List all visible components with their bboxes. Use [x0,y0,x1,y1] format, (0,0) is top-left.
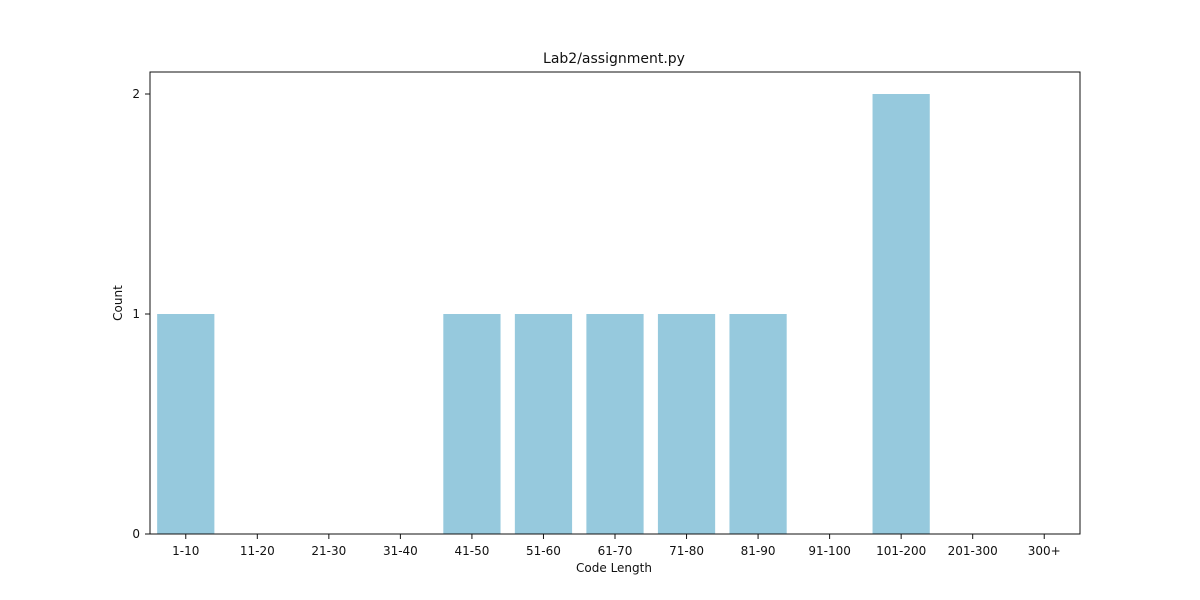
bar-51-60 [514,314,573,534]
x-tick-label: 300+ [1028,544,1061,558]
bar-41-50 [443,314,501,534]
y-axis-label: Count [111,285,125,321]
x-tick-label: 61-70 [598,544,633,558]
x-tick-label: 31-40 [383,544,418,558]
bar-71-80 [657,314,716,534]
x-tick-label: 71-80 [669,544,704,558]
x-tick-label: 51-60 [526,544,561,558]
x-tick-label: 41-50 [454,544,489,558]
x-tick-label: 81-90 [741,544,776,558]
axes: 1-10 11-20 21-30 31-40 41-50 51-60 61-70 71-80 8… [132,71,1081,558]
x-tick-label: 101-200 [876,544,926,558]
x-tick-label: 11-20 [240,544,275,558]
bar-1-10 [157,314,215,534]
chart-title: Lab2/assignment.py [543,51,685,67]
y-tick-label: 1 [132,307,140,321]
bar-81-90 [729,314,787,534]
x-tick-label: 21-30 [311,544,346,558]
x-tick-label: 91-100 [808,544,851,558]
x-tick-label: 201-300 [948,544,998,558]
bar-101-200 [872,94,930,534]
x-axis-label: Code Length [576,561,652,575]
y-tick-label: 2 [132,87,140,101]
x-tick-label: 1-10 [172,544,199,558]
bar-61-70 [586,314,644,534]
y-tick-label: 0 [132,527,140,541]
plot-area [157,94,930,534]
